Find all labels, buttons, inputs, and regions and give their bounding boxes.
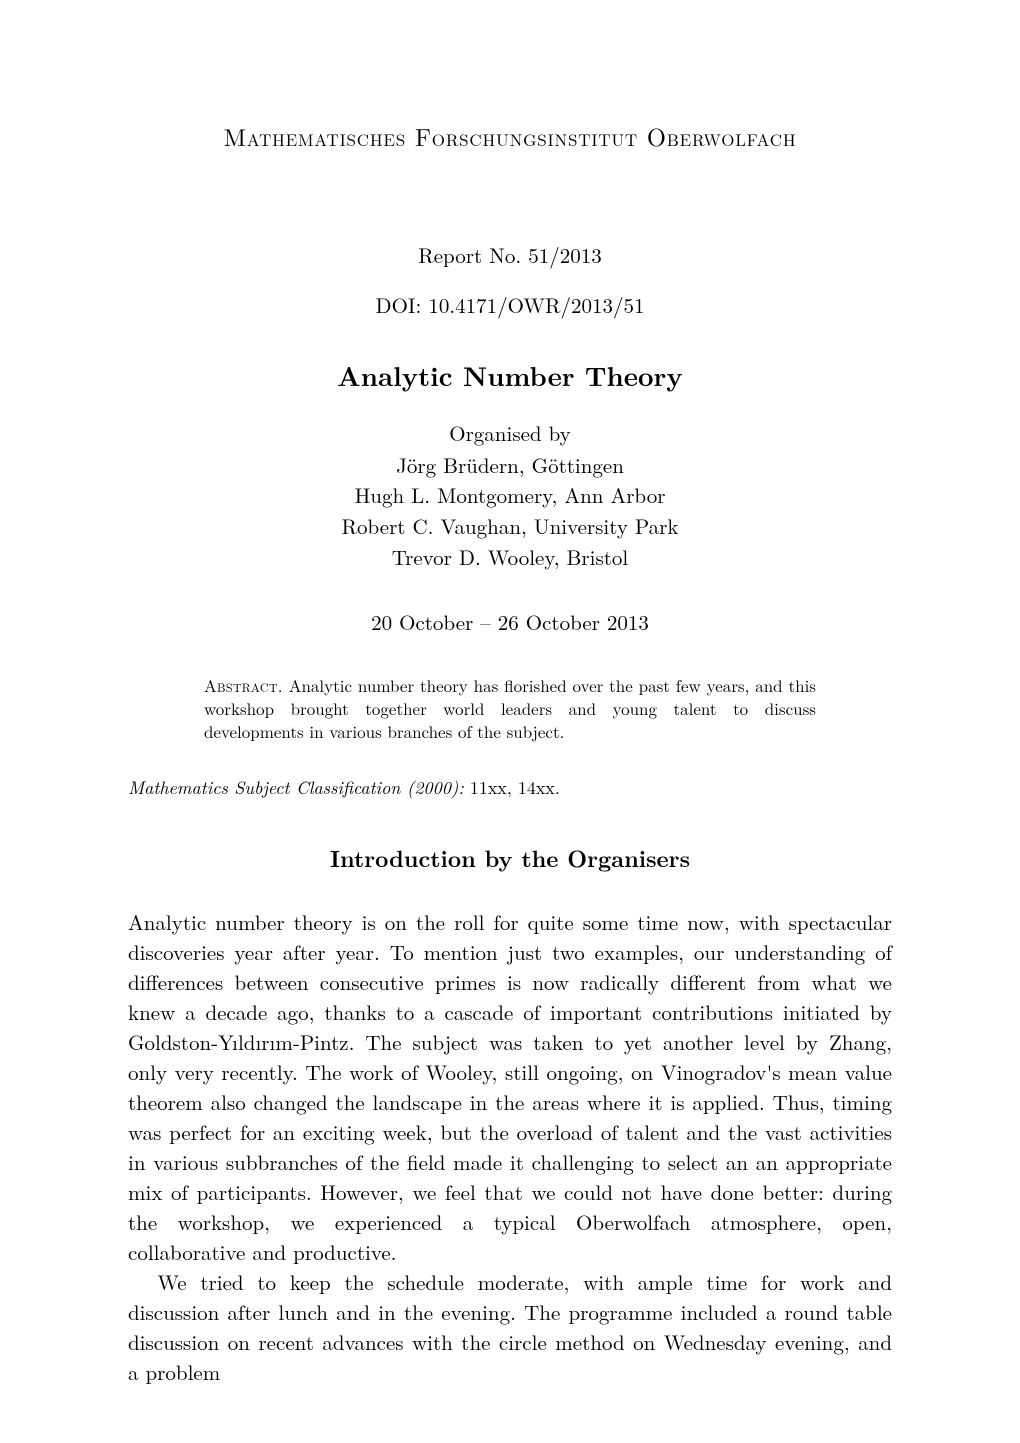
section-heading-introduction: Introduction by the Organisers xyxy=(128,842,892,875)
organised-by-label: Organised by xyxy=(128,419,892,449)
doi: DOI: 10.4171/OWR/2013/51 xyxy=(128,291,892,321)
msc-line: Mathematics Subject Classification (2000… xyxy=(128,775,892,801)
intro-paragraph: We tried to keep the schedule moderate, … xyxy=(128,1267,892,1387)
organiser-entry: Hugh L. Montgomery, Ann Arbor xyxy=(128,481,892,511)
abstract-text: Analytic number theory has florished ove… xyxy=(204,673,816,743)
organiser-entry: Jörg Brüdern, Göttingen xyxy=(128,451,892,481)
organisers-list: Jörg Brüdern, Göttingen Hugh L. Montgome… xyxy=(128,451,892,573)
organiser-entry: Robert C. Vaughan, University Park xyxy=(128,512,892,542)
abstract: Abstract. Analytic number theory has flo… xyxy=(204,674,816,743)
introduction-body: Analytic number theory is on the roll fo… xyxy=(128,907,892,1387)
intro-paragraph: Analytic number theory is on the roll fo… xyxy=(128,907,892,1267)
msc-codes: 11xx, 14xx. xyxy=(464,775,560,800)
institute-name: Mathematisches Forschungsinstitut Oberwo… xyxy=(128,120,892,155)
abstract-label: Abstract. xyxy=(204,673,283,697)
organiser-entry: Trevor D. Wooley, Bristol xyxy=(128,543,892,573)
workshop-dates: 20 October – 26 October 2013 xyxy=(128,608,892,638)
workshop-title: Analytic Number Theory xyxy=(128,356,892,394)
msc-label: Mathematics Subject Classification (2000… xyxy=(128,775,464,800)
document-page: Mathematisches Forschungsinstitut Oberwo… xyxy=(0,0,1020,1443)
report-number: Report No. 51/2013 xyxy=(128,241,892,271)
